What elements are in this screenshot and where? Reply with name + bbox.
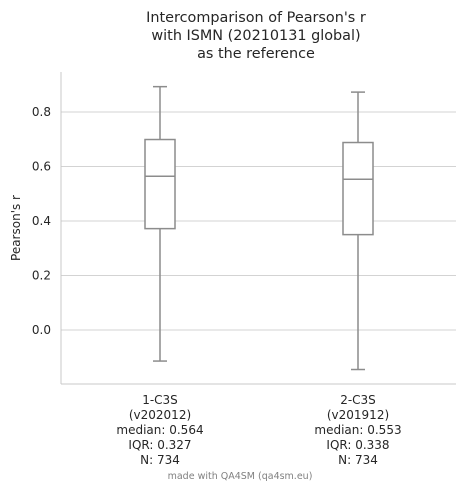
y-tick-label: 0.8 bbox=[32, 105, 51, 119]
category-label-line: IQR: 0.327 bbox=[128, 438, 191, 452]
y-tick-labels: 0.0 0.2 0.4 0.6 0.8 bbox=[32, 105, 51, 337]
title-line: as the reference bbox=[197, 46, 315, 62]
gridlines bbox=[61, 111, 456, 331]
y-tick-label: 0.4 bbox=[32, 214, 51, 228]
chart-title: Intercomparison of Pearson's r with ISMN … bbox=[146, 10, 366, 62]
box-1 bbox=[144, 85, 176, 362]
title-line: with ISMN (20210131 global) bbox=[151, 28, 360, 44]
category-label-line: N: 734 bbox=[338, 453, 378, 467]
y-tick-label: 0.2 bbox=[32, 269, 51, 283]
category-label-line: IQR: 0.338 bbox=[326, 438, 389, 452]
category-label-line: N: 734 bbox=[140, 453, 180, 467]
category-label-line: median: 0.553 bbox=[314, 423, 401, 437]
category-label-line: 1-C3S bbox=[142, 393, 178, 407]
y-axis-label: Pearson's r bbox=[9, 195, 23, 261]
iqr-box bbox=[144, 138, 176, 230]
category-label-line: median: 0.564 bbox=[116, 423, 203, 437]
category-label-line: (v202012) bbox=[129, 408, 191, 422]
category-label-line: 2-C3S bbox=[340, 393, 376, 407]
box-plots bbox=[144, 85, 374, 371]
y-tick-label: 0.0 bbox=[32, 323, 51, 337]
iqr-box bbox=[342, 141, 374, 236]
axes bbox=[60, 72, 456, 385]
watermark: made with QA4SM (qa4sm.eu) bbox=[168, 471, 313, 482]
category-label-line: (v201912) bbox=[327, 408, 389, 422]
title-line: Intercomparison of Pearson's r bbox=[146, 10, 366, 26]
y-tick-label: 0.6 bbox=[32, 160, 51, 174]
box-2 bbox=[342, 91, 374, 371]
